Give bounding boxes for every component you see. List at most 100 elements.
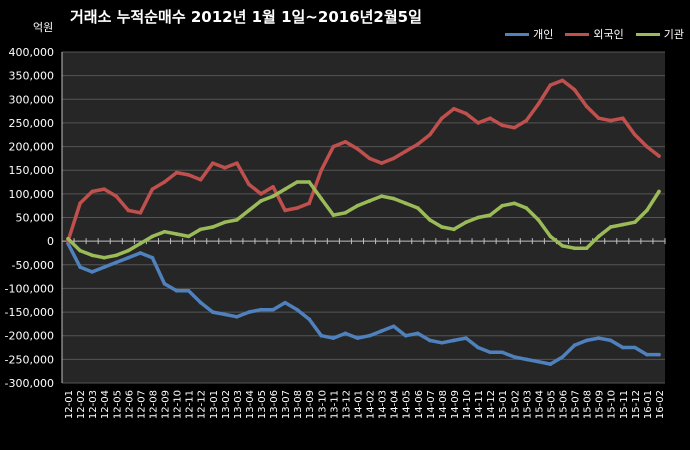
- data-point-series-1: [572, 88, 577, 92]
- x-tick-label: 13-07: [281, 390, 292, 419]
- data-point-series-2: [620, 222, 625, 227]
- data-point-series-1: [645, 144, 649, 149]
- data-point-series-2: [415, 206, 420, 210]
- data-point-series-2: [174, 232, 179, 236]
- data-point-series-1: [452, 106, 456, 111]
- y-tick-label: 300,000: [9, 93, 55, 106]
- data-point-series-2: [452, 227, 456, 232]
- chart-title: 거래소 누적순매수 2012년 1월 1일~2016년2월5일: [70, 8, 422, 26]
- data-point-series-2: [355, 203, 360, 208]
- data-point-series-2: [596, 234, 601, 239]
- data-point-series-2: [138, 241, 143, 246]
- data-point-series-1: [114, 194, 119, 199]
- data-point-series-2: [295, 180, 299, 184]
- data-point-series-1: [186, 173, 191, 177]
- data-point-series-1: [126, 208, 131, 213]
- x-tick-label: 12-12: [197, 390, 208, 419]
- data-point-series-1: [536, 102, 541, 106]
- data-point-series-0: [391, 324, 396, 329]
- data-point-series-2: [114, 253, 119, 258]
- x-tick-label: 15-12: [631, 390, 642, 419]
- data-point-series-1: [138, 210, 143, 215]
- data-point-series-0: [536, 359, 541, 364]
- data-point-series-1: [379, 161, 384, 165]
- data-point-series-1: [223, 166, 227, 170]
- x-tick-label: 15-10: [607, 390, 618, 419]
- data-point-series-2: [247, 208, 251, 213]
- data-point-series-2: [235, 218, 239, 222]
- x-tick-label: 13-05: [257, 390, 268, 419]
- data-point-series-1: [512, 125, 517, 130]
- data-point-series-2: [367, 199, 372, 203]
- data-point-series-1: [271, 184, 275, 189]
- data-point-series-0: [271, 307, 275, 312]
- x-tick-label: 15-07: [571, 390, 582, 419]
- data-point-series-2: [391, 196, 396, 201]
- data-point-series-2: [500, 203, 504, 208]
- x-tick-label: 13-03: [233, 390, 244, 419]
- legend-item-individual: 개인: [505, 26, 553, 42]
- x-tick-label: 14-11: [474, 390, 485, 419]
- data-point-series-1: [283, 208, 287, 213]
- y-axis-unit-label: 억원: [33, 21, 54, 34]
- data-point-series-1: [560, 78, 565, 83]
- data-point-series-2: [66, 236, 70, 241]
- data-point-series-1: [584, 104, 589, 109]
- legend-swatch-individual: [505, 32, 530, 36]
- data-point-series-2: [78, 248, 82, 253]
- data-point-series-0: [150, 255, 155, 260]
- data-point-series-1: [331, 144, 336, 149]
- x-tick-label: 15-01: [498, 390, 509, 419]
- x-tick-label: 12-09: [161, 390, 172, 419]
- data-point-series-0: [367, 333, 372, 338]
- y-tick-label: 250,000: [9, 117, 55, 130]
- data-point-series-0: [476, 345, 480, 350]
- data-point-series-1: [428, 132, 432, 137]
- x-tick-label: 14-04: [390, 390, 401, 419]
- data-point-series-1: [198, 177, 203, 182]
- x-tick-label: 14-01: [353, 390, 364, 419]
- data-point-series-0: [440, 341, 444, 345]
- data-point-series-1: [440, 116, 444, 120]
- y-tick-label: -200,000: [5, 330, 54, 343]
- data-point-series-0: [548, 362, 553, 366]
- data-point-series-0: [464, 336, 468, 340]
- data-point-series-1: [102, 187, 107, 191]
- data-point-series-0: [379, 329, 384, 333]
- x-tick-label: 13-12: [341, 390, 352, 419]
- y-tick-label: -300,000: [5, 377, 54, 390]
- data-point-series-0: [307, 317, 312, 321]
- legend-item-foreign: 외국인: [565, 26, 624, 42]
- data-point-series-2: [440, 225, 444, 229]
- data-point-series-2: [633, 220, 637, 225]
- data-point-series-1: [319, 168, 324, 173]
- data-point-series-1: [174, 170, 179, 175]
- data-point-series-0: [608, 338, 613, 343]
- data-point-series-0: [415, 331, 420, 336]
- x-tick-label: 12-01: [64, 390, 75, 419]
- data-point-series-2: [572, 246, 577, 251]
- data-point-series-0: [210, 310, 215, 314]
- x-tick-label: 12-02: [76, 390, 87, 419]
- data-point-series-1: [355, 147, 360, 151]
- data-point-series-0: [633, 345, 637, 350]
- x-tick-label: 13-11: [329, 390, 340, 419]
- data-point-series-2: [428, 218, 432, 222]
- data-point-series-1: [307, 201, 312, 206]
- y-tick-label: -50,000: [12, 259, 54, 272]
- data-point-series-2: [150, 234, 155, 239]
- x-tick-label: 14-06: [414, 390, 425, 419]
- x-tick-label: 13-06: [269, 390, 280, 419]
- legend-swatch-foreign: [565, 32, 590, 36]
- x-tick-label: 12-11: [185, 390, 196, 419]
- data-point-series-0: [235, 315, 239, 319]
- data-point-series-2: [560, 244, 565, 248]
- data-point-series-1: [90, 189, 94, 194]
- x-tick-label: 13-02: [221, 390, 232, 419]
- data-point-series-2: [379, 194, 384, 199]
- x-tick-label: 14-02: [366, 390, 377, 419]
- data-point-series-1: [548, 83, 553, 87]
- x-tick-label: 12-03: [88, 390, 99, 419]
- x-tick-label: 16-01: [643, 390, 654, 419]
- data-point-series-0: [198, 300, 203, 305]
